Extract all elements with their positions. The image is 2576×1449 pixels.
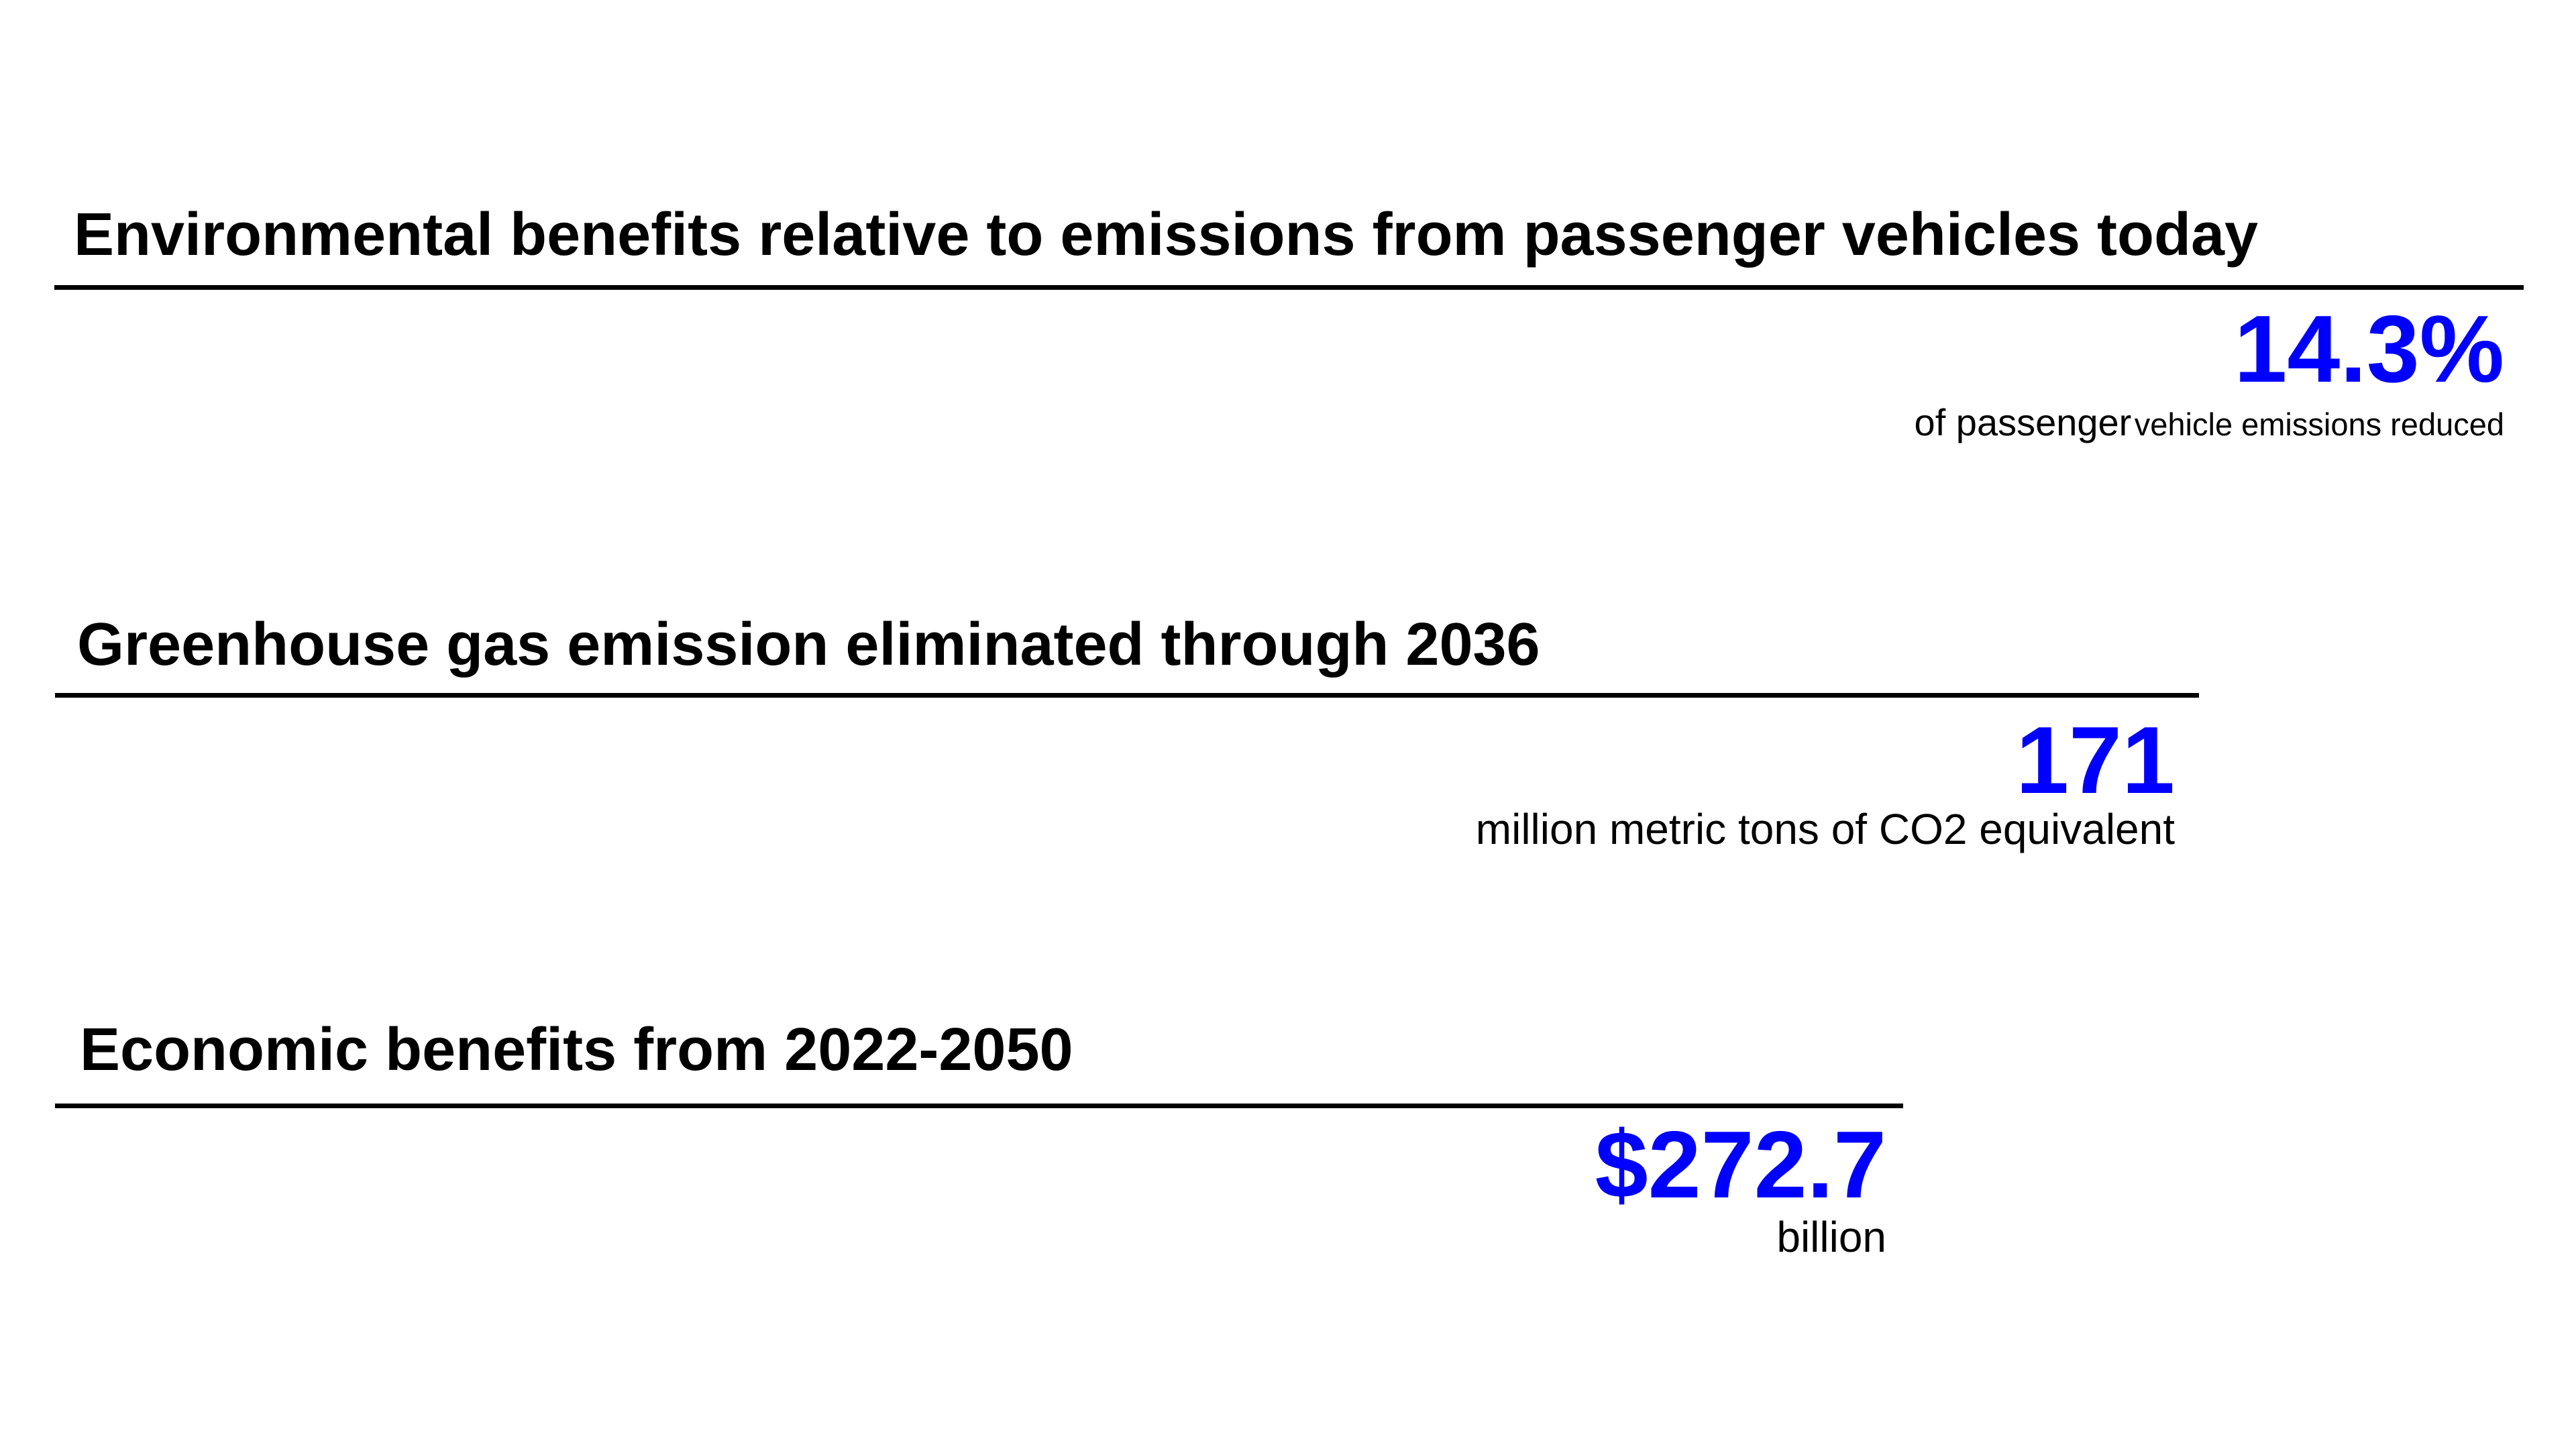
section-divider-line xyxy=(55,1104,1903,1108)
stat-caption-rest: vehicle emissions reduced xyxy=(2134,407,2504,442)
stat-value-co2-eliminated: 171 xyxy=(2016,707,2175,814)
section-heading-economic-benefits: Economic benefits from 2022-2050 xyxy=(80,1016,1073,1083)
section-divider-line xyxy=(55,693,2199,698)
stat-caption-co2-equivalent: million metric tons of CO2 equivalent xyxy=(1475,805,2175,853)
section-divider-line xyxy=(54,285,2524,290)
section-heading-greenhouse-gas: Greenhouse gas emission eliminated throu… xyxy=(77,611,1540,678)
stat-caption-passenger-emissions: of passenger vehicle emissions reduced xyxy=(54,401,2504,443)
stat-caption-emphasis: of passenger xyxy=(1914,401,2132,443)
stat-caption-billion: billion xyxy=(1776,1213,1886,1261)
section-heading-environmental-benefits: Environmental benefits relative to emiss… xyxy=(74,201,2259,268)
stat-value-passenger-emissions-percent: 14.3% xyxy=(2234,296,2504,402)
stat-value-economic-benefit-dollars: $272.7 xyxy=(1595,1112,1886,1218)
